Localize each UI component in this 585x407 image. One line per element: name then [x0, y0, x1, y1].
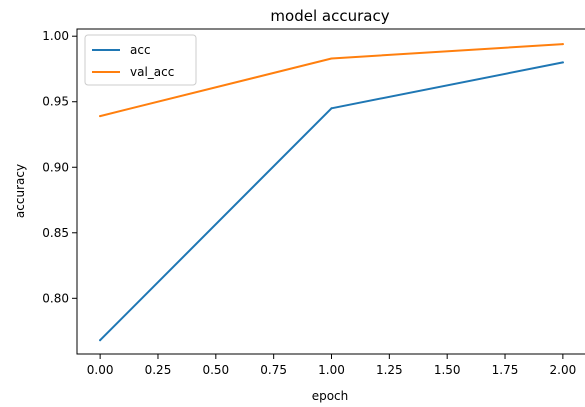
x-tick-label: 1.75	[492, 363, 519, 377]
data-point-acc	[99, 339, 102, 342]
x-tick-label: 0.50	[202, 363, 229, 377]
x-axis-ticks: 0.00 0.25 0.50 0.75 1.00 1.25 1.50 1.75 2.00	[87, 354, 576, 377]
x-axis-label: epoch	[312, 389, 349, 403]
x-tick-label: 1.00	[318, 363, 345, 377]
x-tick-label: 1.25	[376, 363, 403, 377]
x-tick-label: 2.00	[550, 363, 577, 377]
x-tick-label: 0.75	[260, 363, 287, 377]
legend-label-val-acc: val_acc	[130, 65, 174, 79]
y-tick-label: 0.95	[42, 95, 69, 109]
data-point-val-acc	[330, 57, 333, 60]
series-layer	[99, 43, 564, 342]
x-tick-label: 0.25	[145, 363, 172, 377]
y-axis-label: accuracy	[13, 164, 27, 218]
chart-title: model accuracy	[270, 7, 389, 25]
data-point-acc	[330, 107, 333, 110]
y-tick-label: 0.90	[42, 160, 69, 174]
data-point-val-acc	[561, 43, 564, 46]
legend: acc val_acc	[84, 34, 197, 86]
legend-label-acc: acc	[130, 43, 151, 57]
data-point-acc	[561, 61, 564, 64]
x-tick-label: 0.00	[87, 363, 114, 377]
y-axis-ticks: 0.80 0.85 0.90 0.95 1.00	[42, 29, 77, 305]
y-tick-label: 0.80	[42, 291, 69, 305]
data-point-val-acc	[99, 115, 102, 118]
x-tick-label: 1.50	[434, 363, 461, 377]
y-tick-label: 0.85	[42, 226, 69, 240]
y-tick-label: 1.00	[42, 29, 69, 43]
plot-frame	[76, 28, 585, 355]
